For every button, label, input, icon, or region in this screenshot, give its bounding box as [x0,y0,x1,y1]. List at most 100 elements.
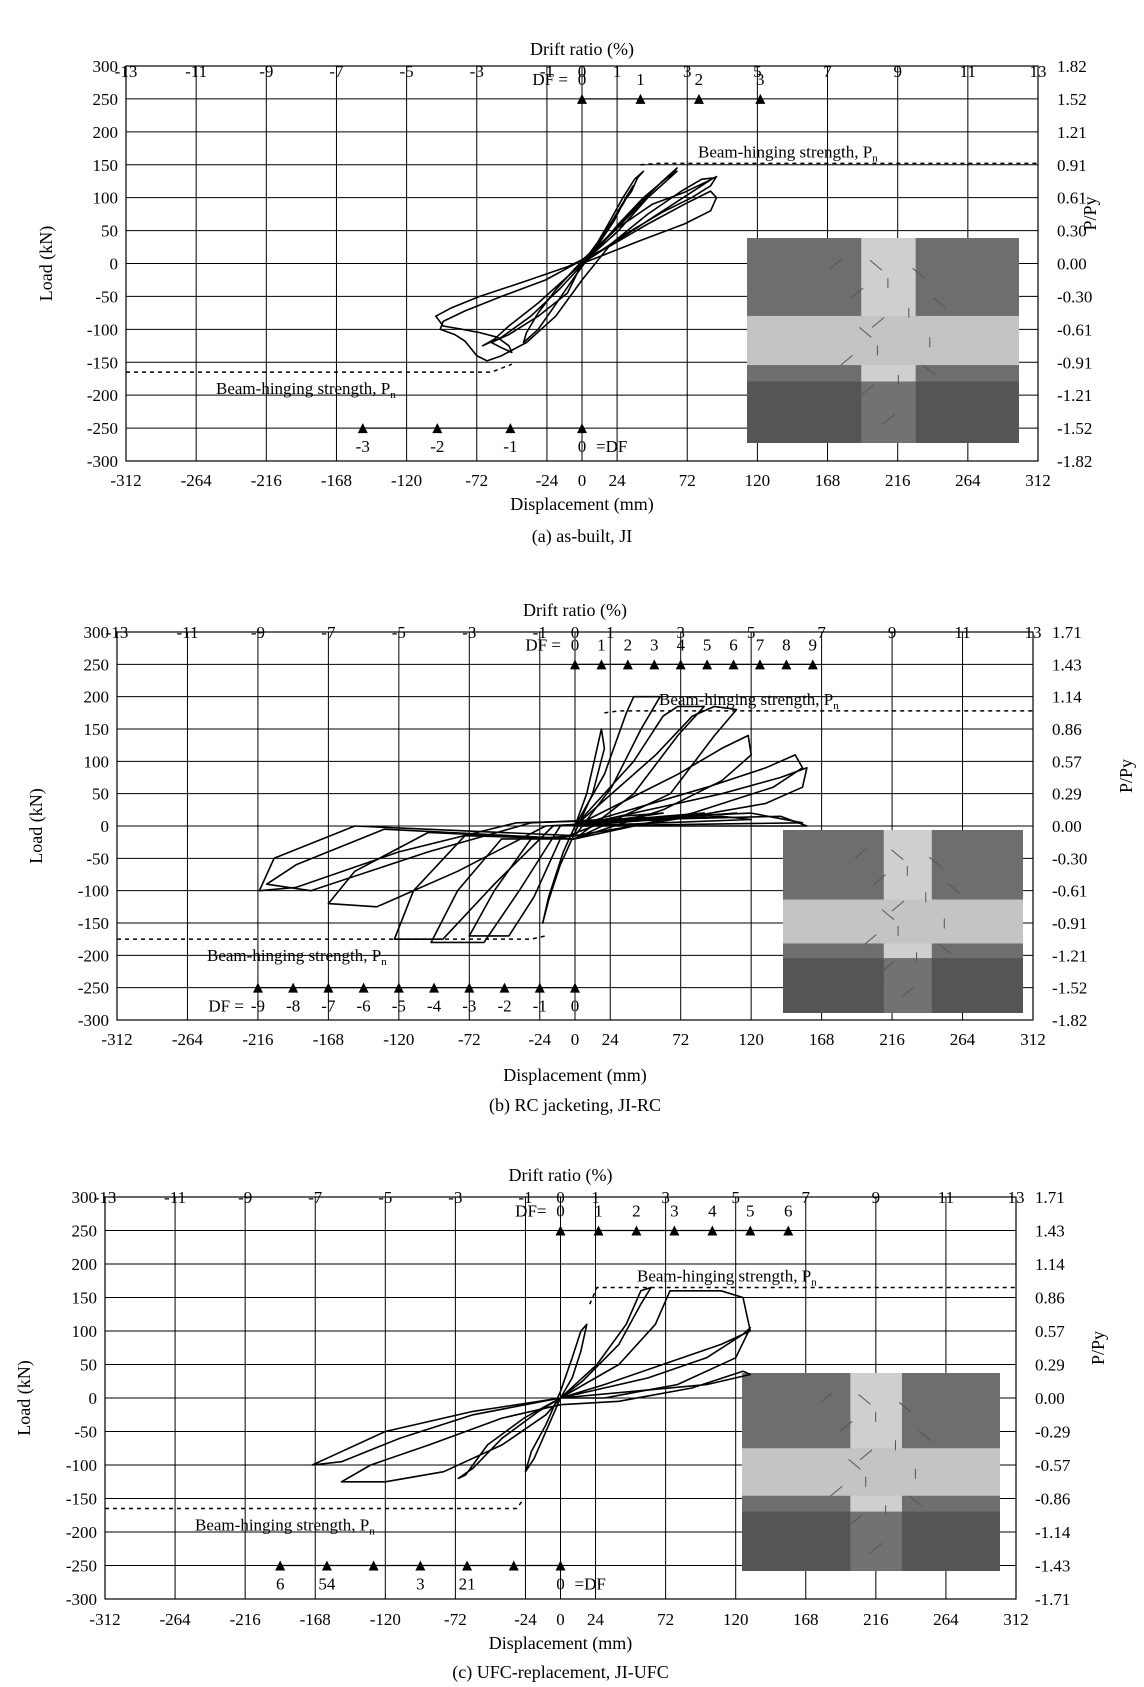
df-label: -4 [427,997,442,1016]
y-tick-label: 300 [84,623,110,642]
pp-tick-label: -1.21 [1057,386,1092,405]
df-marker [570,982,580,993]
y-tick-label: -50 [86,849,109,868]
photo-crack [871,317,885,328]
x-tick-label: -72 [465,471,488,490]
y-tick-label: 150 [84,720,110,739]
drift-tick-label: -1 [518,1188,532,1207]
pp-tick-label: -0.30 [1052,849,1087,868]
df-label: 0 [571,635,580,654]
y-tick-label: -50 [74,1423,97,1442]
photo-floor [747,381,1019,443]
panel-caption: (a) as-built, JI [532,526,632,547]
photo-crack [829,1485,843,1497]
df-label: 0 [571,997,580,1016]
photo-crack [872,969,886,981]
drift-tick-label: 13 [1008,1188,1025,1207]
photo-crack [891,849,904,861]
df-prefix: DF = [208,997,244,1016]
photo-crack [918,1430,932,1442]
y-tick-label: 100 [93,189,119,208]
x-tick-label: -312 [89,1610,120,1629]
x-tick-label: 72 [679,471,696,490]
x-tick-label: 0 [578,471,587,490]
hysteresis-loop-4 [435,190,718,354]
x-tick-label: 120 [745,471,771,490]
drift-axis-title: Drift ratio (%) [523,600,627,621]
df-marker [693,93,704,104]
hysteresis-loop-1 [524,1323,588,1473]
chart-panel-3: 300250200150100500-50-100-150-200-250-30… [14,1165,1108,1683]
df-label: 4 [708,1202,717,1221]
df-label: -5 [392,997,406,1016]
df-marker [570,659,580,670]
drift-tick-label: -7 [308,1188,323,1207]
drift-tick-label: 7 [802,1188,811,1207]
drift-tick-label: 11 [954,623,970,642]
photo-crack [850,287,864,299]
df-marker [781,659,792,670]
y-tick-label: 0 [89,1389,98,1408]
photo-floor [742,1511,1000,1571]
df-marker [577,423,587,434]
x-tick-label: 312 [1025,471,1051,490]
y-tick-label: 200 [72,1255,98,1274]
df-label: 0 [556,1575,565,1594]
pp-tick-label: 1.14 [1035,1255,1065,1274]
beam-hinging-label-positive: Beam-hinging strength, Pn [698,142,878,164]
df-prefix: DF = [532,70,568,89]
y-tick-label: -300 [87,452,118,471]
photo-crack [839,1420,853,1432]
df-label: 0 [578,70,587,89]
photo-floor [783,958,1023,1013]
df-marker [429,982,440,993]
x-tick-label: 72 [657,1610,674,1629]
y-tick-label: -250 [78,979,109,998]
y-tick-label: -50 [95,287,118,306]
df-label: 4 [676,635,685,654]
photo-crack [869,1542,883,1554]
drift-axis-title: Drift ratio (%) [530,39,634,60]
df-label: 8 [782,635,791,654]
df-marker [707,1225,718,1236]
y-tick-label: 250 [93,90,119,109]
drift-tick-label: 9 [888,623,897,642]
x-tick-label: -312 [101,1030,132,1049]
photo-crack [840,354,853,366]
y-tick-label: 0 [101,817,110,836]
pp-tick-label: 0.00 [1057,255,1087,274]
specimen-photo [783,830,1023,1013]
y-axis-title: Load (kN) [26,788,47,863]
pp-tick-label: -1.43 [1035,1557,1070,1576]
drift-axis-title: Drift ratio (%) [509,1165,613,1186]
x-axis-title: Displacement (mm) [503,1065,646,1086]
drift-tick-label: -11 [176,623,198,642]
df-label: 1 [594,1202,603,1221]
x-tick-label: -264 [172,1030,204,1049]
specimen-photo [747,238,1019,443]
df-label: -9 [251,997,265,1016]
pp-axis-title: P/Py [1080,196,1100,230]
beam-hinging-line-positive [589,1286,1016,1305]
drift-tick-label: 13 [1030,62,1047,81]
df-label: 2 [632,1202,641,1221]
df-marker [555,1225,566,1236]
photo-crack [859,1449,873,1461]
x-tick-label: 24 [602,1030,620,1049]
df-label: -1 [533,997,547,1016]
df-marker [252,982,263,993]
photo-crack [900,986,914,998]
drift-tick-label: -7 [329,62,344,81]
pp-tick-label: 0.91 [1057,156,1087,175]
x-tick-label: 24 [587,1610,605,1629]
y-tick-label: -250 [87,419,118,438]
y-axis-title: Load (kN) [14,1360,35,1435]
beam-hinging-line-positive [640,162,1038,166]
df-marker [464,982,475,993]
photo-crack [882,960,896,972]
df-marker [596,659,607,670]
df-marker [635,93,646,104]
df-marker [534,982,545,993]
photo-crack [898,1401,912,1413]
